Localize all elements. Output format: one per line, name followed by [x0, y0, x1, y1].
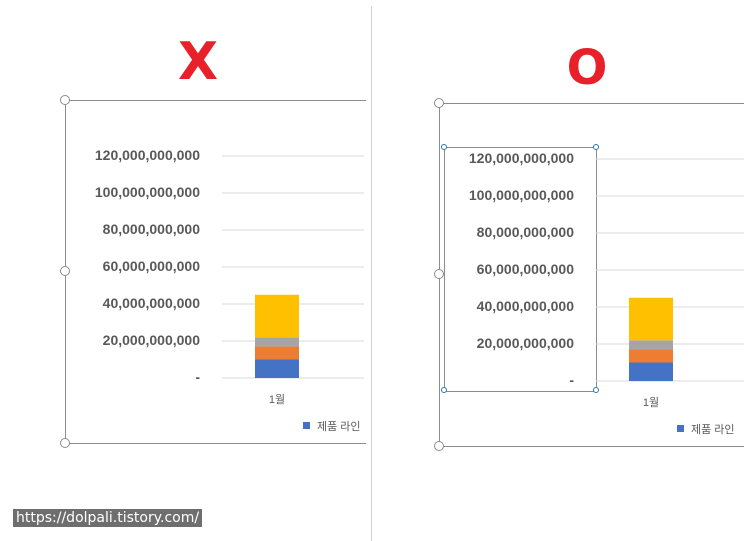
y-tick-label: 20,000,000,000	[476, 335, 574, 351]
x-category-label: 1월	[642, 397, 660, 409]
resize-handle[interactable]	[434, 269, 444, 279]
bar-segment-1[interactable]	[255, 346, 299, 360]
y-tick-label: 120,000,000,000	[468, 150, 574, 166]
resize-handle[interactable]	[60, 95, 70, 105]
axis-selection-handle[interactable]	[441, 387, 447, 393]
resize-handle[interactable]	[434, 98, 444, 108]
legend-entry: 제품 라인	[691, 424, 735, 435]
y-tick-label: 40,000,000,000	[476, 298, 574, 314]
y-tick-label: -	[569, 372, 574, 388]
resize-handle[interactable]	[60, 266, 70, 276]
axis-selection-handle[interactable]	[441, 144, 447, 150]
axis-selection-handle[interactable]	[593, 144, 599, 150]
resize-handle[interactable]	[434, 441, 444, 451]
y-tick-label: 80,000,000,000	[476, 224, 574, 240]
y-tick-label: 60,000,000,000	[476, 261, 574, 277]
bar-segment-0[interactable]	[255, 359, 299, 379]
bar-segment-2[interactable]	[629, 340, 673, 350]
y-tick-label: 20,000,000,000	[102, 332, 200, 348]
y-tick-label: 100,000,000,000	[468, 187, 574, 203]
y-tick-label: 80,000,000,000	[102, 221, 200, 237]
y-tick-label: 60,000,000,000	[102, 258, 200, 274]
axis-selection-handle[interactable]	[593, 387, 599, 393]
wrong-mark: X	[177, 32, 219, 92]
y-tick-label: 120,000,000,000	[94, 147, 200, 163]
legend-swatch	[677, 425, 684, 432]
bar-segment-3[interactable]	[255, 294, 299, 338]
legend-entry: 제품 라인	[317, 421, 361, 432]
x-category-label: 1월	[268, 394, 286, 406]
y-tick-label: 40,000,000,000	[102, 295, 200, 311]
bar-segment-3[interactable]	[629, 297, 673, 341]
panel-divider	[371, 6, 372, 541]
y-tick-label: -	[195, 369, 200, 385]
resize-handle[interactable]	[60, 438, 70, 448]
bar-segment-1[interactable]	[629, 349, 673, 363]
legend: 제품 라인	[677, 421, 743, 435]
watermark: https://dolpali.tistory.com/	[13, 509, 203, 527]
bar-segment-2[interactable]	[255, 337, 299, 347]
right-mark: O	[566, 40, 608, 96]
bar-segment-0[interactable]	[629, 362, 673, 382]
legend: 제품 라인	[303, 418, 365, 432]
legend-swatch	[303, 422, 310, 429]
y-tick-label: 100,000,000,000	[94, 184, 200, 200]
